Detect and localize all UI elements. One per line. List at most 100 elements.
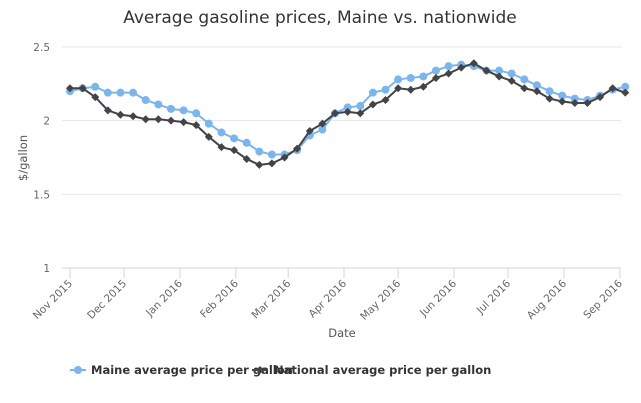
data-point[interactable]	[230, 146, 239, 155]
data-point[interactable]	[217, 128, 226, 137]
data-point[interactable]	[368, 100, 377, 109]
data-point[interactable]	[293, 144, 302, 153]
data-point[interactable]	[532, 87, 541, 96]
data-point[interactable]	[116, 88, 125, 97]
data-point[interactable]	[204, 119, 213, 128]
data-point[interactable]	[520, 84, 529, 93]
data-point[interactable]	[558, 91, 567, 100]
data-point[interactable]	[331, 109, 340, 118]
data-point[interactable]	[179, 106, 188, 115]
x-tick-label: May 2016	[358, 277, 403, 322]
data-point[interactable]	[267, 159, 276, 168]
data-point[interactable]	[318, 119, 327, 128]
series-group	[66, 59, 630, 169]
legend: Maine average price per gallon National …	[70, 363, 491, 377]
data-point[interactable]	[91, 82, 100, 91]
data-point[interactable]	[154, 115, 163, 124]
data-point[interactable]	[495, 72, 504, 81]
data-point[interactable]	[621, 88, 630, 97]
data-point[interactable]	[242, 138, 251, 147]
data-point[interactable]	[621, 82, 630, 91]
y-tick-label: 2	[43, 116, 50, 128]
data-point[interactable]	[103, 88, 112, 97]
data-point[interactable]	[129, 88, 138, 97]
data-point[interactable]	[166, 116, 175, 125]
legend-item-national[interactable]: National average price per gallon	[252, 363, 491, 377]
data-point[interactable]	[596, 93, 605, 102]
data-point[interactable]	[129, 112, 138, 121]
data-point[interactable]	[419, 82, 428, 91]
data-point[interactable]	[381, 85, 390, 94]
data-point[interactable]	[444, 69, 453, 78]
data-point[interactable]	[394, 84, 403, 93]
x-tick-label: Mar 2016	[250, 277, 294, 321]
y-tick-label: 2.5	[33, 42, 50, 54]
chart-title: Average gasoline prices, Maine vs. natio…	[123, 8, 517, 28]
y-tick-label: 1	[43, 263, 50, 275]
data-point[interactable]	[116, 110, 125, 119]
y-tick-label: 1.5	[33, 189, 50, 201]
data-point[interactable]	[394, 75, 403, 84]
data-point[interactable]	[431, 66, 440, 75]
data-point[interactable]	[141, 96, 150, 105]
data-point[interactable]	[558, 97, 567, 106]
data-point[interactable]	[204, 132, 213, 141]
data-point[interactable]	[305, 126, 314, 135]
legend-marker-diamond-icon	[256, 366, 264, 374]
data-point[interactable]	[381, 96, 390, 105]
data-point[interactable]	[267, 150, 276, 159]
x-tick-label: Jan 2016	[143, 277, 185, 319]
data-point[interactable]	[242, 154, 251, 163]
data-point[interactable]	[368, 88, 377, 97]
x-axis-title: Date	[328, 326, 356, 340]
data-point[interactable]	[583, 98, 592, 107]
y-axis-title: $/gallon	[16, 135, 30, 181]
y-tick-labels: 1 1.5 2 2.5	[33, 42, 50, 275]
legend-item-maine[interactable]: Maine average price per gallon	[70, 363, 293, 377]
data-point[interactable]	[280, 153, 289, 162]
data-point[interactable]	[255, 160, 264, 169]
data-point[interactable]	[570, 94, 579, 103]
data-point[interactable]	[356, 101, 365, 110]
data-point[interactable]	[356, 109, 365, 118]
data-point[interactable]	[192, 109, 201, 118]
data-point[interactable]	[608, 84, 617, 93]
data-point[interactable]	[217, 143, 226, 152]
legend-label-national: National average price per gallon	[274, 363, 491, 377]
data-point[interactable]	[545, 94, 554, 103]
x-tick-label: Jun 2016	[417, 277, 459, 319]
data-point[interactable]	[103, 106, 112, 115]
data-point[interactable]	[532, 81, 541, 90]
data-point[interactable]	[570, 98, 579, 107]
data-point[interactable]	[482, 66, 491, 75]
data-point[interactable]	[154, 100, 163, 109]
data-point[interactable]	[495, 66, 504, 75]
data-point[interactable]	[255, 147, 264, 156]
data-point[interactable]	[419, 72, 428, 81]
data-point[interactable]	[406, 73, 415, 82]
data-point[interactable]	[78, 84, 87, 93]
data-point[interactable]	[192, 121, 201, 130]
data-point[interactable]	[141, 115, 150, 124]
data-point[interactable]	[457, 63, 466, 72]
data-point[interactable]	[318, 125, 327, 134]
data-point[interactable]	[66, 84, 74, 93]
x-tick-label: Sep 2016	[581, 277, 625, 321]
data-point[interactable]	[406, 85, 415, 94]
data-point[interactable]	[545, 87, 554, 96]
x-tick-label: Feb 2016	[198, 277, 241, 320]
data-point[interactable]	[444, 62, 453, 71]
data-point[interactable]	[507, 69, 516, 78]
data-point[interactable]	[431, 73, 440, 82]
data-point[interactable]	[166, 104, 175, 113]
x-tick-label: Apr 2016	[307, 277, 350, 320]
data-point[interactable]	[343, 103, 352, 112]
data-point[interactable]	[179, 118, 188, 127]
data-point[interactable]	[520, 75, 529, 84]
data-point[interactable]	[343, 107, 352, 116]
data-point[interactable]	[507, 76, 516, 85]
data-point[interactable]	[91, 93, 100, 102]
data-point[interactable]	[230, 134, 239, 143]
data-point[interactable]	[469, 59, 478, 68]
